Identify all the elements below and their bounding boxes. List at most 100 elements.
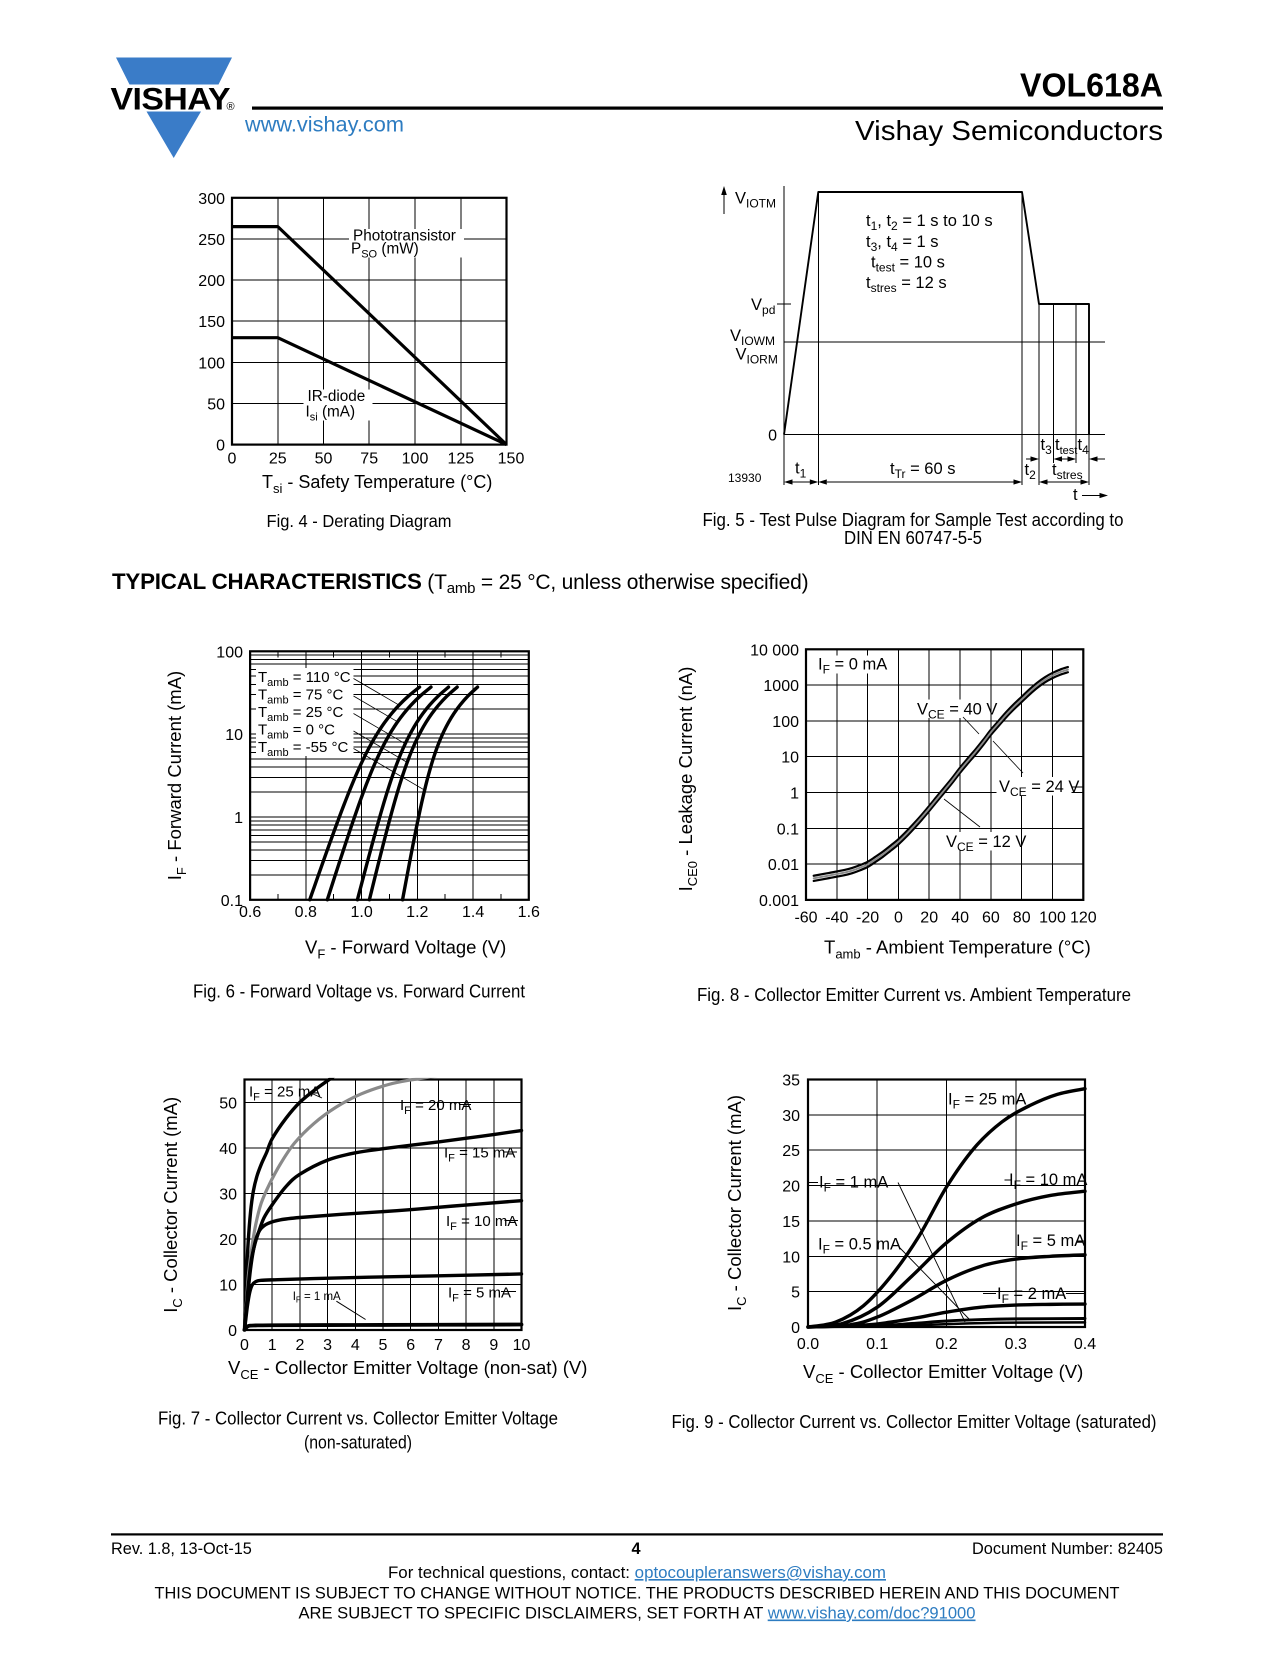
svg-text:50: 50 — [207, 397, 225, 414]
svg-text:Document Number: 82405: Document Number: 82405 — [972, 1540, 1163, 1558]
svg-text:20: 20 — [782, 1179, 800, 1196]
svg-text:5: 5 — [791, 1285, 800, 1302]
svg-text:0: 0 — [228, 1323, 237, 1340]
svg-text:ICE0​ - Leakage Current (nA): ICE0​ - Leakage Current (nA) — [675, 667, 700, 892]
svg-text:9: 9 — [489, 1337, 498, 1354]
svg-text:VOL618A: VOL618A — [1020, 67, 1163, 104]
svg-text:Tamb​ = 25 °C: Tamb​ = 25 °C — [258, 704, 344, 724]
svg-text:50: 50 — [315, 451, 333, 468]
svg-text:IF​ = 0.5 mA: IF​ = 0.5 mA — [818, 1236, 901, 1257]
svg-text:1.2: 1.2 — [406, 904, 428, 921]
svg-text:1.0: 1.0 — [350, 904, 372, 921]
svg-text:VCE​ = 12 V: VCE​ = 12 V — [946, 833, 1026, 854]
svg-text:tstres​ = 12 s: tstres​ = 12 s — [866, 274, 947, 295]
svg-text:tstres​: tstres​ — [1052, 461, 1083, 482]
svg-text:VIOTM​: VIOTM​ — [735, 190, 776, 211]
svg-text:VIORM​: VIORM​ — [736, 346, 778, 367]
svg-text:250: 250 — [198, 232, 225, 249]
svg-text:50: 50 — [219, 1095, 237, 1112]
svg-text:2: 2 — [295, 1337, 304, 1354]
svg-text:120: 120 — [1070, 910, 1097, 927]
svg-text:1: 1 — [790, 786, 799, 803]
svg-text:8: 8 — [462, 1337, 471, 1354]
svg-text:75: 75 — [360, 451, 378, 468]
svg-text:IC​ - Collector Current (mA): IC​ - Collector Current (mA) — [160, 1097, 185, 1313]
svg-text:100: 100 — [198, 355, 225, 372]
svg-text:For technical questions, conta: For technical questions, contact: optoco… — [388, 1564, 886, 1582]
svg-text:VCE​ - Collector Emitter Volta: VCE​ - Collector Emitter Voltage (V) — [803, 1361, 1083, 1386]
svg-text:Tsi​ - Safety Temperature (°C): Tsi​ - Safety Temperature (°C) — [262, 472, 492, 496]
svg-text:ARE SUBJECT TO SPECIFIC DISCLA: ARE SUBJECT TO SPECIFIC DISCLAIMERS, SET… — [299, 1605, 976, 1623]
svg-text:IF​ = 2 mA: IF​ = 2 mA — [997, 1285, 1066, 1306]
svg-text:0.0: 0.0 — [797, 1336, 819, 1353]
svg-text:ttest​: ttest​ — [1055, 436, 1077, 457]
svg-text:300: 300 — [198, 191, 225, 208]
svg-text:Isi​ (mA): Isi​ (mA) — [306, 404, 356, 424]
svg-text:IF​ = 25 mA: IF​ = 25 mA — [249, 1084, 320, 1104]
svg-text:Fig. 7 - Collector Current vs.: Fig. 7 - Collector Current vs. Collector… — [158, 1409, 558, 1429]
svg-text:30: 30 — [782, 1108, 800, 1125]
svg-text:15: 15 — [782, 1214, 800, 1231]
svg-text:0.2: 0.2 — [935, 1336, 957, 1353]
svg-text:20: 20 — [920, 910, 938, 927]
svg-text:25: 25 — [269, 451, 287, 468]
svg-text:0: 0 — [216, 438, 225, 455]
svg-text:0.6: 0.6 — [239, 904, 261, 921]
svg-text:6: 6 — [406, 1337, 415, 1354]
svg-text:0.4: 0.4 — [1074, 1336, 1096, 1353]
svg-text:30: 30 — [219, 1186, 237, 1203]
svg-text:4: 4 — [631, 1540, 640, 1558]
svg-text:Vpd​: Vpd​ — [751, 296, 775, 317]
svg-text:t3​, t4​ = 1 s: t3​, t4​ = 1 s — [866, 233, 939, 254]
svg-text:80: 80 — [1013, 910, 1031, 927]
svg-text:100: 100 — [772, 714, 799, 731]
svg-text:IF​ = 15 mA: IF​ = 15 mA — [444, 1145, 515, 1165]
svg-text:1.6: 1.6 — [518, 904, 540, 921]
svg-text:Fig. 4 - Derating Diagram: Fig. 4 - Derating Diagram — [267, 511, 452, 531]
svg-text:-60: -60 — [794, 910, 817, 927]
svg-text:t2​: t2​ — [1025, 461, 1037, 482]
svg-text:0.001: 0.001 — [759, 893, 799, 910]
svg-text:t1​: t1​ — [795, 460, 807, 481]
svg-text:IR-diode: IR-diode — [308, 388, 366, 405]
svg-text:100: 100 — [402, 451, 429, 468]
svg-text:t: t — [1073, 486, 1078, 504]
svg-text:-40: -40 — [825, 910, 848, 927]
svg-text:THIS DOCUMENT IS SUBJECT TO CH: THIS DOCUMENT IS SUBJECT TO CHANGE WITHO… — [155, 1585, 1120, 1603]
svg-text:200: 200 — [198, 273, 225, 290]
svg-text:20: 20 — [219, 1232, 237, 1249]
svg-text:Fig. 9 - Collector Current vs.: Fig. 9 - Collector Current vs. Collector… — [672, 1412, 1157, 1432]
svg-text:VCE​ = 40 V: VCE​ = 40 V — [917, 701, 997, 722]
svg-text:125: 125 — [447, 451, 474, 468]
svg-text:t3​: t3​ — [1041, 436, 1053, 457]
svg-text:VISHAY: VISHAY — [111, 81, 231, 117]
svg-text:0: 0 — [228, 451, 237, 468]
svg-text:1: 1 — [234, 810, 243, 827]
svg-text:VIOWM​: VIOWM​ — [730, 327, 775, 348]
svg-text:60: 60 — [982, 910, 1000, 927]
svg-text:10: 10 — [219, 1278, 237, 1295]
svg-text:0.1: 0.1 — [221, 893, 243, 910]
svg-text:10: 10 — [782, 1249, 800, 1266]
svg-text:VF​ - Forward Voltage (V): VF​ - Forward Voltage (V) — [305, 937, 506, 962]
svg-text:®: ® — [227, 101, 235, 113]
svg-text:Fig. 6 - Forward Voltage vs. F: Fig. 6 - Forward Voltage vs. Forward Cur… — [193, 982, 525, 1002]
svg-text:Rev. 1.8, 13-Oct-15: Rev. 1.8, 13-Oct-15 — [111, 1540, 252, 1558]
svg-text:100: 100 — [1039, 910, 1066, 927]
svg-text:1000: 1000 — [763, 678, 799, 695]
svg-text:0.1: 0.1 — [866, 1336, 888, 1353]
svg-text:10: 10 — [225, 727, 243, 744]
svg-text:IF​ = 10 mA: IF​ = 10 mA — [1009, 1171, 1087, 1192]
svg-text:Fig. 8 - Collector Emitter Cur: Fig. 8 - Collector Emitter Current vs. A… — [697, 985, 1131, 1005]
svg-text:10 000: 10 000 — [750, 642, 799, 659]
svg-text:13930: 13930 — [728, 471, 762, 485]
svg-text:t1​, t2​ = 1 s to 10 s: t1​, t2​ = 1 s to 10 s — [866, 212, 993, 233]
svg-text:0.8: 0.8 — [295, 904, 317, 921]
svg-text:0.3: 0.3 — [1005, 1336, 1027, 1353]
svg-text:IC​ - Collector Current (mA): IC​ - Collector Current (mA) — [724, 1095, 749, 1311]
svg-text:tTr​ = 60 s: tTr​ = 60 s — [890, 460, 955, 481]
svg-text:Tamb​ = 0 °C: Tamb​ = 0 °C — [258, 722, 335, 742]
svg-text:150: 150 — [498, 451, 525, 468]
svg-text:0: 0 — [768, 428, 777, 445]
svg-text:www.vishay.com: www.vishay.com — [244, 114, 404, 137]
